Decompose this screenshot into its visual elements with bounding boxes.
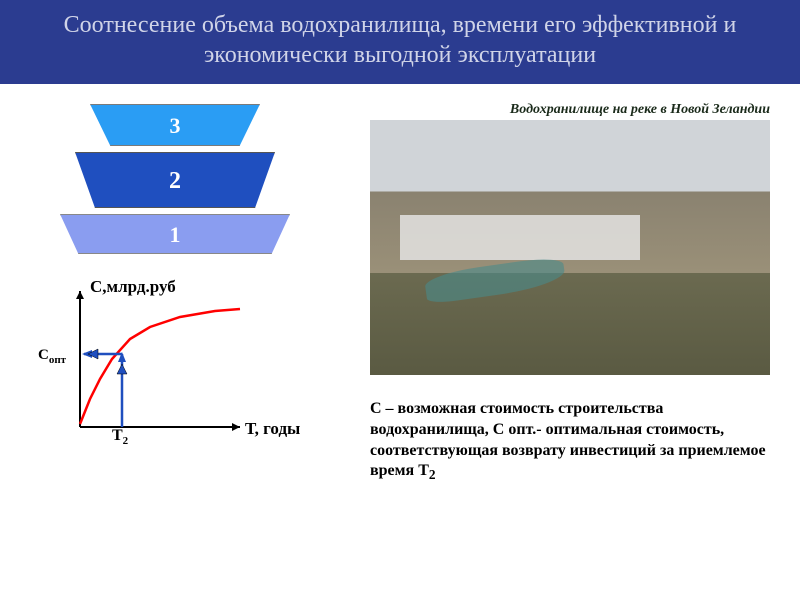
funnel-layer-3: 3 (90, 104, 260, 146)
chart-x-label: Т, годы (245, 419, 300, 439)
content-area: 3 2 1 Водохранилище на реке в Новой Зела… (0, 84, 800, 574)
slide-title: Соотнесение объема водохранилища, времен… (0, 0, 800, 84)
chart-copt-label: Сопт (38, 347, 66, 366)
description-text: С – возможная стоимость строительства во… (370, 399, 770, 484)
chart-y-label: С,млрд.руб (90, 277, 176, 297)
cost-chart: С,млрд.руб Т, годы Сопт Т2 (40, 279, 320, 449)
funnel-diagram: 3 2 1 (60, 104, 290, 254)
chart-t2-label: Т2 (112, 427, 128, 447)
photo-block: Водохранилище на реке в Новой Зеландии (370, 102, 770, 375)
dam-photo (370, 120, 770, 375)
photo-caption: Водохранилище на реке в Новой Зеландии (370, 102, 770, 118)
funnel-layer-1: 1 (60, 214, 290, 254)
funnel-layer-2: 2 (75, 152, 275, 208)
